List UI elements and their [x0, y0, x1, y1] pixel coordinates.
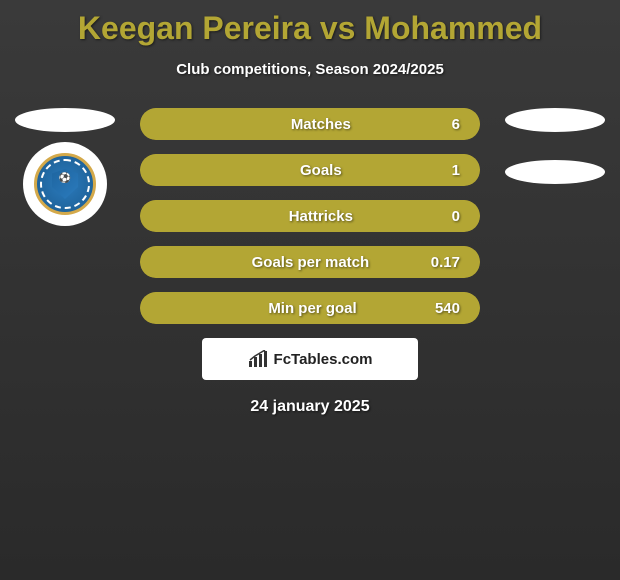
credit-text: FcTables.com [274, 351, 373, 368]
stat-bar-matches: Matches 6 [140, 108, 480, 140]
stat-label: Goals per match [160, 254, 431, 271]
stat-value: 0 [452, 208, 460, 225]
stat-bars: Matches 6 Goals 1 Hattricks 0 Goals per … [140, 108, 480, 324]
stat-bar-goals: Goals 1 [140, 154, 480, 186]
jamshedpur-badge-icon [34, 153, 96, 215]
stat-bar-goals-per-match: Goals per match 0.17 [140, 246, 480, 278]
stat-value: 540 [435, 300, 460, 317]
right-player-column [500, 108, 610, 188]
date-label: 24 january 2025 [0, 398, 620, 416]
left-player-column [10, 108, 120, 226]
subtitle: Club competitions, Season 2024/2025 [0, 61, 620, 78]
stat-bar-min-per-goal: Min per goal 540 [140, 292, 480, 324]
page-title: Keegan Pereira vs Mohammed [0, 0, 620, 47]
left-club-badge [23, 142, 107, 226]
stat-bar-hattricks: Hattricks 0 [140, 200, 480, 232]
stat-label: Goals [160, 162, 452, 179]
stat-value: 6 [452, 116, 460, 133]
right-avatar-placeholder [505, 108, 605, 132]
credit-box: FcTables.com [202, 338, 418, 380]
stat-label: Matches [160, 116, 452, 133]
stat-value: 1 [452, 162, 460, 179]
stat-label: Hattricks [160, 208, 452, 225]
stat-value: 0.17 [431, 254, 460, 271]
left-avatar-placeholder [15, 108, 115, 132]
comparison-content: Matches 6 Goals 1 Hattricks 0 Goals per … [0, 108, 620, 416]
right-club-placeholder [505, 160, 605, 184]
shield-icon [52, 169, 78, 199]
stat-label: Min per goal [160, 300, 435, 317]
bar-chart-icon [248, 350, 268, 368]
